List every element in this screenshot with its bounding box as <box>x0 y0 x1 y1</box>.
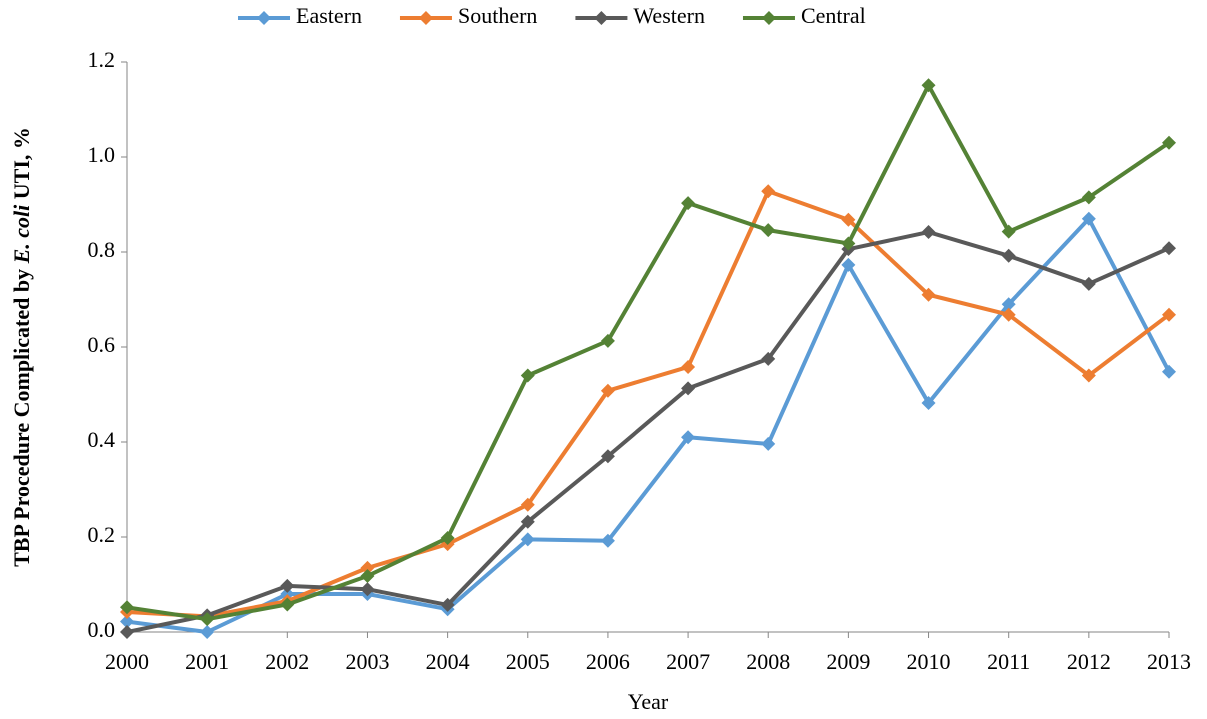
point-marker <box>360 582 375 597</box>
point-marker <box>681 381 696 396</box>
x-tick-label: 2009 <box>826 649 870 674</box>
point-marker <box>1162 364 1176 379</box>
point-marker <box>921 287 936 302</box>
y-axis-label: TBP Procedure Complicated by E. coli UTI… <box>9 127 34 567</box>
point-marker <box>600 533 615 548</box>
x-tick-label: 2000 <box>105 649 149 674</box>
y-tick-label: 0.6 <box>88 332 116 357</box>
y-tick-label: 0.0 <box>88 617 116 642</box>
point-marker <box>520 368 535 383</box>
x-tick-label: 2005 <box>506 649 550 674</box>
point-marker <box>1081 211 1096 226</box>
point-marker <box>120 600 134 615</box>
point-marker <box>1001 248 1016 263</box>
y-tick-label: 0.2 <box>88 522 116 547</box>
x-tick-label: 2008 <box>746 649 790 674</box>
y-tick-label: 1.0 <box>88 142 116 167</box>
series-line <box>126 83 1171 622</box>
x-axis-label: Year <box>628 689 669 714</box>
point-marker <box>1162 307 1176 322</box>
x-tick-label: 2004 <box>426 649 470 674</box>
point-marker <box>1081 276 1096 291</box>
point-marker <box>761 184 776 199</box>
point-marker <box>761 436 776 451</box>
point-marker <box>681 196 696 211</box>
x-tick-label: 2002 <box>265 649 309 674</box>
series-line <box>126 189 1171 619</box>
series-line <box>126 230 1170 634</box>
legend-marker <box>418 11 433 25</box>
x-tick-label: 2003 <box>345 649 389 674</box>
legend-label: Central <box>801 3 866 28</box>
point-marker <box>360 560 375 575</box>
point-marker <box>520 497 535 512</box>
point-marker <box>681 359 696 374</box>
x-tick-label: 2007 <box>666 649 710 674</box>
point-marker <box>200 612 215 627</box>
point-marker <box>761 223 776 238</box>
legend-label: Eastern <box>296 3 362 28</box>
legend-marker <box>594 11 609 25</box>
legend-label: Southern <box>458 3 537 28</box>
y-tick-label: 0.4 <box>88 427 116 452</box>
point-marker <box>921 225 936 240</box>
point-marker <box>841 212 856 227</box>
point-marker <box>280 578 295 593</box>
point-marker <box>761 351 776 366</box>
point-marker <box>280 587 295 601</box>
x-tick-label: 2010 <box>907 649 951 674</box>
point-marker <box>1162 241 1176 256</box>
point-marker <box>520 532 535 547</box>
legend-marker <box>761 11 776 25</box>
series-line <box>126 216 1171 634</box>
point-marker <box>1001 307 1016 322</box>
y-tick-label: 1.2 <box>88 47 116 72</box>
x-tick-label: 2011 <box>987 649 1030 674</box>
x-tick-label: 2012 <box>1067 649 1111 674</box>
point-marker <box>1081 368 1096 383</box>
point-marker <box>440 597 455 612</box>
point-marker <box>280 597 295 612</box>
point-marker <box>440 530 455 545</box>
point-marker <box>600 383 615 398</box>
y-label-part: E. coli <box>9 204 34 265</box>
point-marker <box>1001 224 1016 239</box>
point-marker <box>841 257 856 272</box>
point-marker <box>120 625 134 639</box>
y-tick-label: 0.8 <box>88 237 116 262</box>
x-tick-label: 2006 <box>586 649 630 674</box>
x-tick-label: 2013 <box>1147 649 1191 674</box>
x-tick-label: 2001 <box>185 649 229 674</box>
point-marker <box>600 449 615 464</box>
point-marker <box>120 614 134 629</box>
y-label-part: TBP Procedure Complicated by <box>9 263 34 567</box>
point-marker <box>681 430 696 445</box>
point-marker <box>1162 135 1176 150</box>
point-marker <box>360 568 375 583</box>
point-marker <box>1001 297 1016 312</box>
point-marker <box>600 333 615 348</box>
point-marker <box>841 236 856 251</box>
point-marker <box>921 78 936 93</box>
point-marker <box>520 514 535 529</box>
point-marker <box>200 625 215 639</box>
legend-label: Western <box>633 3 705 28</box>
point-marker <box>921 396 936 411</box>
point-marker <box>1081 190 1096 205</box>
y-label-part: UTI, % <box>9 127 34 205</box>
legend-marker <box>257 11 271 25</box>
